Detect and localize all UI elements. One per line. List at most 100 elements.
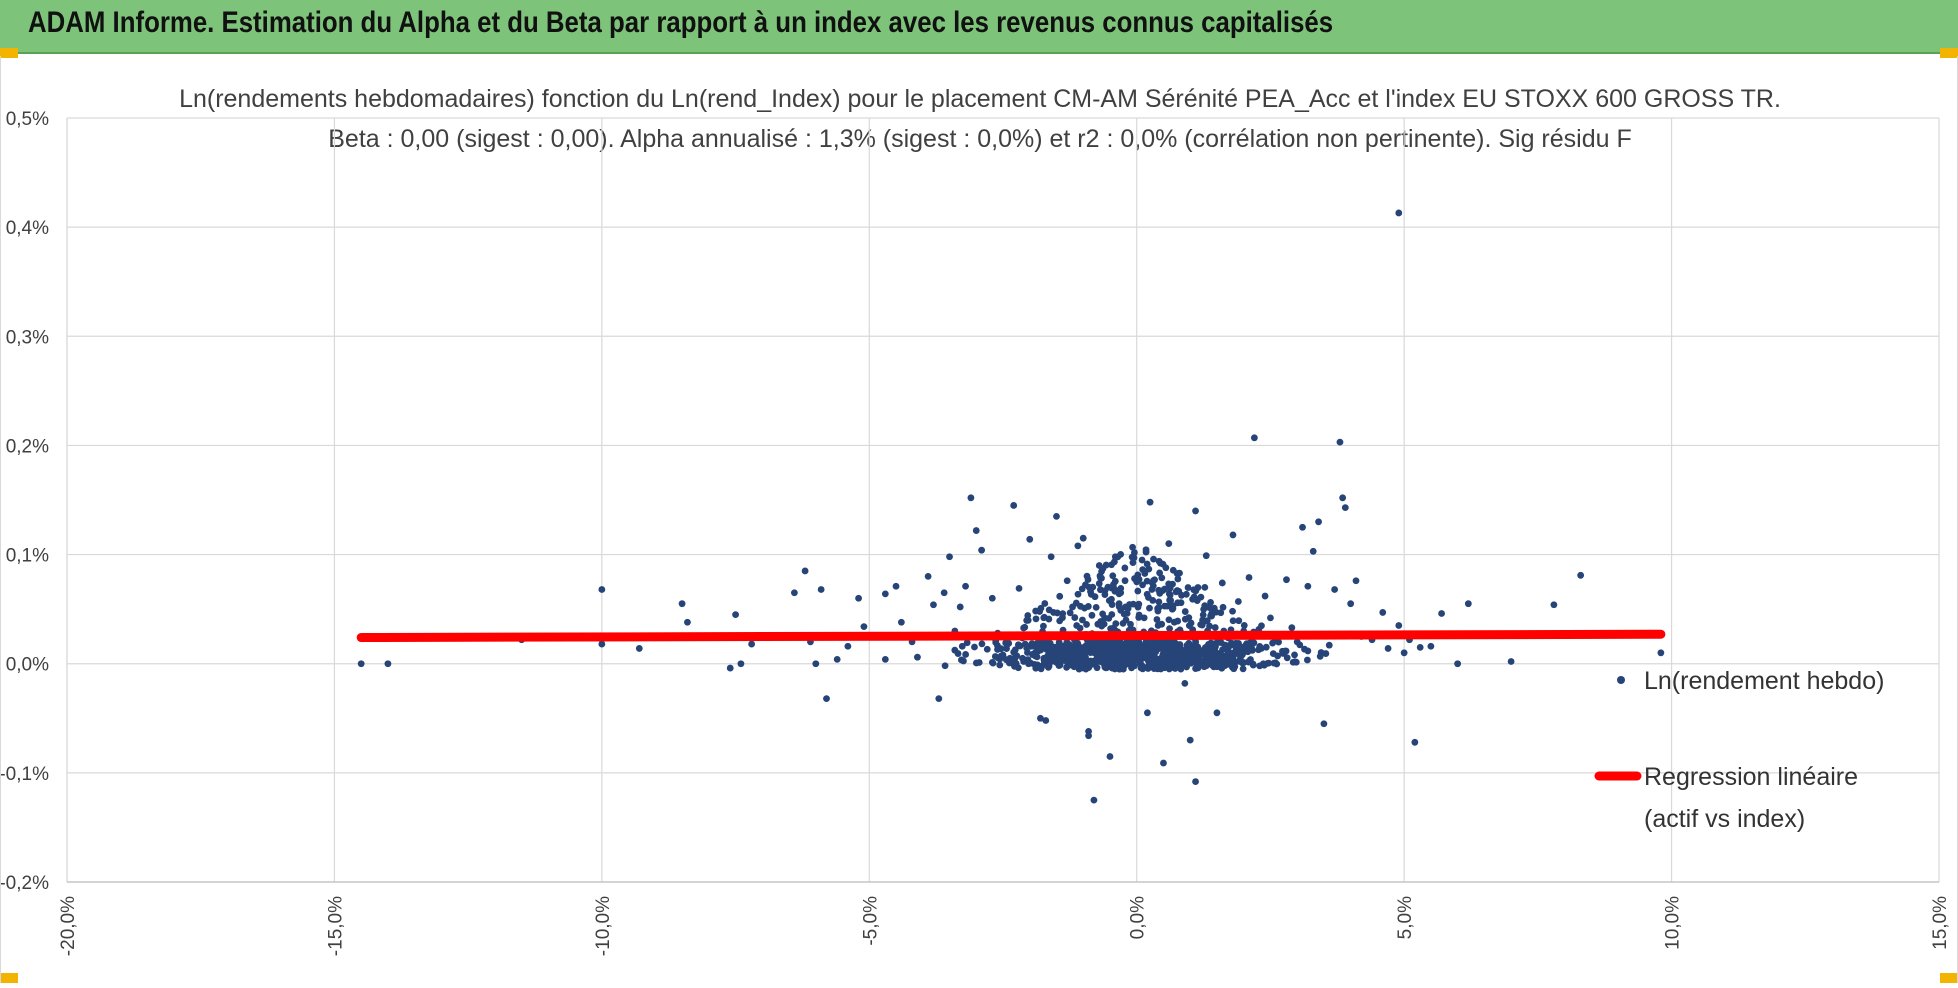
- data-point: [1250, 434, 1258, 442]
- data-point: [1400, 649, 1408, 657]
- data-point: [1107, 662, 1115, 670]
- data-point: [844, 642, 852, 650]
- data-point: [1219, 655, 1227, 663]
- data-point: [1174, 575, 1182, 583]
- data-point: [1066, 609, 1074, 617]
- y-tick-label: 0,4%: [6, 218, 49, 239]
- data-point: [1245, 574, 1253, 581]
- data-point: [1102, 664, 1110, 672]
- data-point: [1182, 590, 1190, 598]
- data-point: [1169, 602, 1177, 610]
- data-point: [1274, 652, 1282, 660]
- data-point: [1187, 658, 1195, 666]
- data-point: [1217, 639, 1225, 647]
- data-point: [1047, 553, 1055, 561]
- legend-label-regression-line2: (actif vs index): [1644, 805, 1805, 833]
- data-point: [732, 611, 739, 618]
- data-point: [1106, 644, 1114, 652]
- data-point: [1083, 572, 1091, 580]
- data-point: [1210, 604, 1218, 612]
- data-point: [1023, 644, 1031, 652]
- data-point: [1339, 494, 1347, 502]
- data-point: [1205, 604, 1213, 612]
- data-point: [1193, 645, 1201, 653]
- data-point: [1142, 548, 1150, 556]
- data-point: [1099, 610, 1107, 618]
- data-point: [726, 664, 734, 672]
- data-point: [1049, 651, 1057, 659]
- data-point: [1229, 531, 1237, 539]
- data-point: [1164, 655, 1172, 663]
- data-point: [1037, 714, 1044, 722]
- data-point: [1010, 648, 1018, 656]
- data-point: [941, 662, 949, 670]
- data-points: [357, 209, 1665, 804]
- data-point: [1156, 589, 1164, 597]
- data-point: [1114, 553, 1122, 561]
- data-point: [1097, 586, 1104, 594]
- data-point: [1093, 657, 1100, 665]
- data-point: [1075, 665, 1083, 673]
- x-tick-label: 5,0%: [1395, 896, 1416, 939]
- data-point: [1014, 641, 1022, 649]
- data-point: [1179, 659, 1187, 667]
- data-point: [1256, 642, 1264, 650]
- data-point: [1187, 619, 1195, 627]
- data-point: [881, 590, 889, 598]
- data-point: [1228, 663, 1236, 671]
- data-point: [1153, 616, 1161, 623]
- data-point: [1228, 639, 1235, 647]
- data-point: [1167, 596, 1175, 604]
- data-point: [975, 659, 983, 666]
- data-point: [1037, 665, 1045, 673]
- data-point: [1232, 645, 1240, 653]
- data-point: [1201, 583, 1209, 591]
- data-point: [1146, 498, 1154, 506]
- data-point: [1117, 585, 1125, 592]
- data-point: [1089, 583, 1097, 591]
- data-point: [1074, 590, 1082, 598]
- data-point: [1150, 555, 1157, 563]
- data-point: [1128, 553, 1136, 561]
- data-point: [1128, 664, 1135, 672]
- data-point: [1053, 609, 1061, 617]
- data-point: [1033, 639, 1041, 647]
- data-point: [1131, 575, 1138, 582]
- data-point: [1072, 655, 1080, 663]
- data-point: [1283, 654, 1291, 662]
- data-point: [1227, 654, 1235, 662]
- data-point: [1416, 643, 1424, 651]
- data-point: [1210, 640, 1218, 648]
- data-point: [860, 623, 868, 631]
- data-point: [384, 660, 392, 668]
- data-point: [1098, 574, 1105, 582]
- data-point: [1242, 642, 1249, 650]
- data-point: [1199, 616, 1206, 624]
- data-point: [914, 653, 921, 661]
- data-point: [1138, 556, 1146, 564]
- data-point: [1090, 639, 1097, 647]
- data-point: [1041, 643, 1049, 650]
- data-point: [1073, 622, 1081, 629]
- data-point: [1141, 570, 1149, 577]
- data-point: [1073, 646, 1081, 654]
- data-point: [1062, 642, 1070, 650]
- data-point: [983, 645, 991, 653]
- data-point: [598, 586, 606, 593]
- data-point: [1331, 586, 1339, 593]
- data-point: [962, 582, 969, 590]
- data-point: [1186, 642, 1193, 650]
- data-point: [1239, 665, 1247, 673]
- x-tick-label: 15,0%: [1930, 896, 1951, 950]
- y-tick-label: 0,3%: [6, 327, 49, 348]
- data-point: [1015, 585, 1023, 592]
- data-point: [1240, 622, 1248, 629]
- data-point: [958, 642, 966, 650]
- data-point: [1256, 662, 1264, 670]
- data-point: [1282, 647, 1290, 655]
- data-point: [1071, 614, 1079, 621]
- data-point: [972, 527, 980, 534]
- data-point: [935, 695, 943, 703]
- data-point: [1171, 647, 1179, 654]
- data-point: [1074, 542, 1082, 550]
